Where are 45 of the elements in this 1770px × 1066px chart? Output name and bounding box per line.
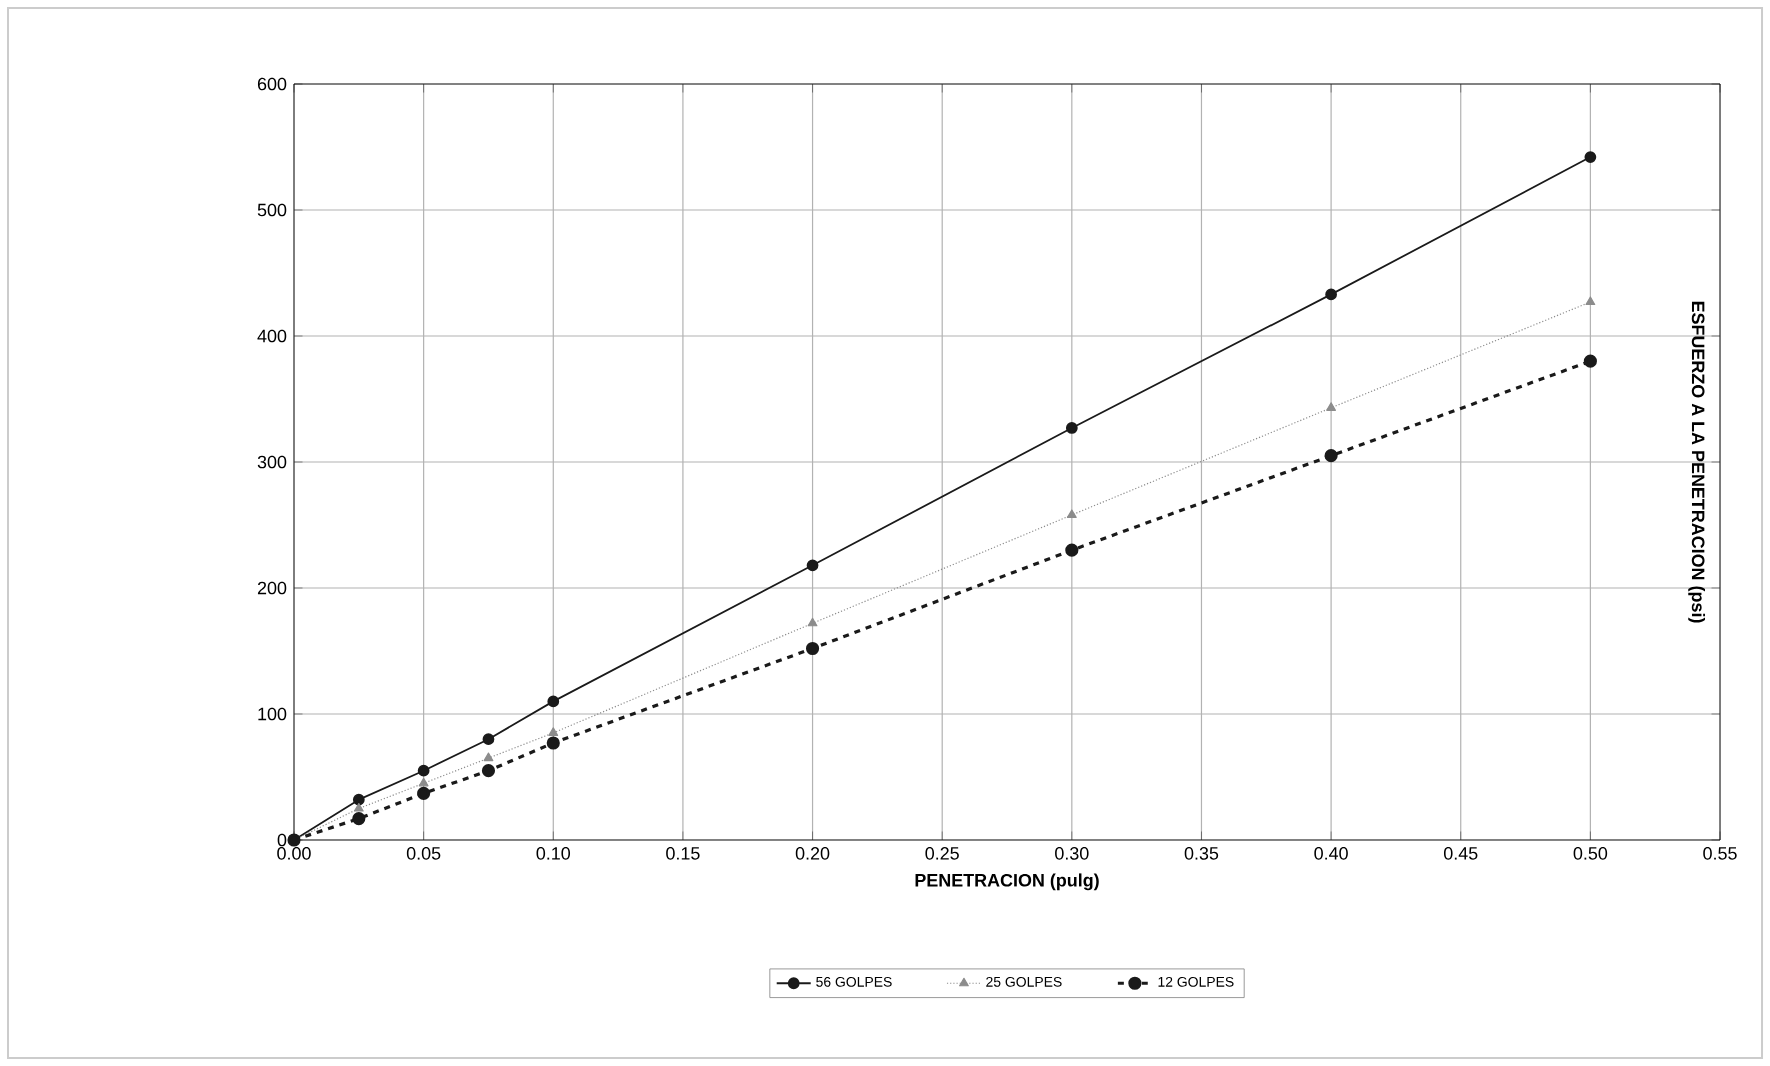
x-tick-label: 0.00 <box>277 847 311 860</box>
point <box>1583 354 1597 368</box>
x-tick-label: 0.40 <box>1314 847 1348 860</box>
point <box>417 764 430 777</box>
point <box>807 617 818 627</box>
x-tick-label: 0.50 <box>1573 847 1608 860</box>
point <box>546 736 560 750</box>
x-tick-label: 0.45 <box>1443 847 1478 860</box>
x-tick-label: 0.20 <box>795 847 830 860</box>
x-tick-label: 0.05 <box>406 847 441 860</box>
point <box>1584 151 1597 163</box>
x-tick-label: 0.35 <box>1184 847 1219 860</box>
point <box>417 786 431 800</box>
x-tick-label: 0.10 <box>536 847 571 860</box>
y-tick-label: 400 <box>257 329 287 343</box>
point <box>481 764 496 778</box>
point <box>352 793 365 806</box>
point <box>418 777 429 787</box>
x-axis-title: PENETRACION (pulg) <box>915 873 1099 891</box>
y-tick-label: 0 <box>277 833 287 847</box>
x-tick-label: 0.55 <box>1703 847 1737 860</box>
point <box>805 641 820 656</box>
point <box>1324 449 1338 463</box>
point <box>482 733 495 746</box>
point <box>806 559 819 572</box>
point <box>1065 543 1079 557</box>
y-tick-label: 200 <box>257 581 287 595</box>
x-tick-label: 0.25 <box>925 847 959 860</box>
y-tick-label: 100 <box>258 707 287 721</box>
x-tick-label: 0.30 <box>1055 847 1089 860</box>
point <box>1326 402 1337 411</box>
x-tick-label: 0.15 <box>666 847 700 860</box>
point <box>352 811 366 826</box>
point <box>548 727 559 736</box>
point <box>353 802 364 812</box>
y-tick-label: 300 <box>257 455 287 469</box>
y-axis-title: ESFUERZO A LA PENETRACION (psi) <box>1688 301 1705 623</box>
point <box>483 752 494 762</box>
point <box>547 695 560 708</box>
y-tick-label: 600 <box>257 77 287 91</box>
point <box>1065 422 1078 434</box>
point <box>1325 288 1337 301</box>
point <box>1066 509 1077 519</box>
point <box>1585 296 1596 306</box>
y-tick-label: 500 <box>257 203 287 217</box>
